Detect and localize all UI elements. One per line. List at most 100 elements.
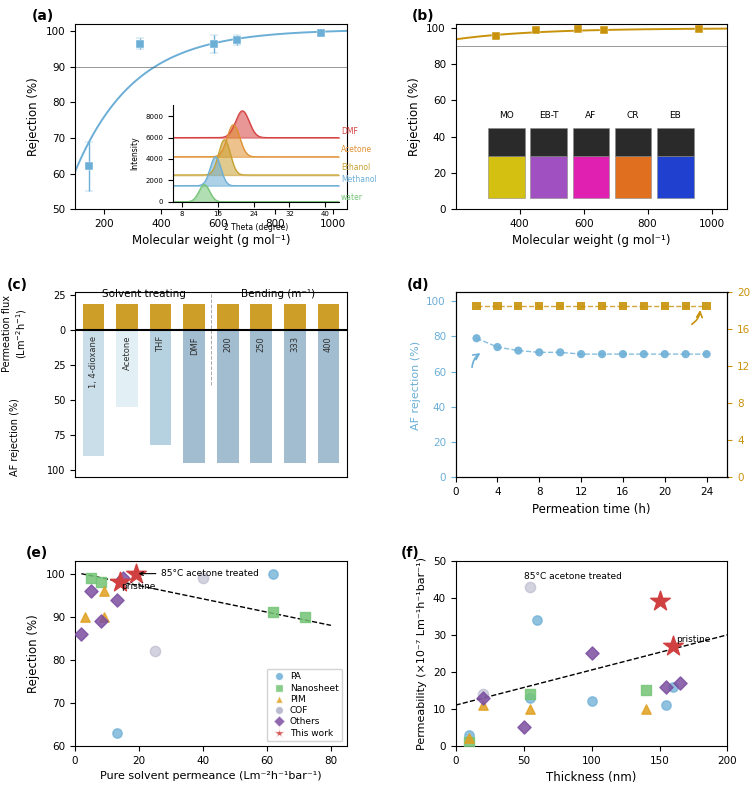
Point: [554, 346, 566, 358]
Text: 200: 200: [224, 336, 232, 351]
Text: 400: 400: [324, 336, 333, 351]
Text: 85°C acetone treated: 85°C acetone treated: [140, 569, 260, 578]
Point: [512, 344, 524, 357]
Point: [658, 348, 670, 361]
Bar: [284, 304, 306, 330]
Point: [524, 691, 536, 704]
Bar: [530, 156, 567, 198]
Y-axis label: AF rejection (%): AF rejection (%): [411, 340, 421, 430]
Point: [531, 614, 543, 626]
Point: [524, 703, 536, 715]
Point: [267, 567, 279, 580]
Point: [267, 606, 279, 619]
Point: [518, 721, 530, 734]
Bar: [572, 128, 609, 156]
Bar: [82, 330, 104, 456]
Point: [94, 576, 106, 589]
Text: (d): (d): [406, 277, 429, 292]
Y-axis label: Rejection (%): Rejection (%): [408, 77, 421, 156]
Y-axis label: Permeability (×10⁻⁷ Lm⁻¹h⁻¹bar⁻¹): Permeability (×10⁻⁷ Lm⁻¹h⁻¹bar⁻¹): [417, 557, 428, 750]
Point: [85, 572, 97, 585]
Point: [658, 300, 670, 313]
Point: [575, 348, 587, 361]
Text: pristine: pristine: [122, 581, 156, 591]
X-axis label: Permeation time (h): Permeation time (h): [532, 503, 651, 516]
Text: THF: THF: [156, 336, 165, 352]
Point: [477, 691, 489, 704]
Bar: [183, 304, 205, 330]
Point: [130, 567, 142, 580]
Point: [674, 677, 686, 690]
Bar: [217, 304, 238, 330]
Point: [110, 727, 122, 739]
Point: [524, 687, 536, 700]
Text: EB-T: EB-T: [539, 111, 559, 120]
Bar: [317, 330, 339, 464]
Y-axis label: Rejection (%): Rejection (%): [27, 614, 40, 693]
Point: [110, 593, 122, 606]
Point: [85, 585, 97, 597]
Point: [491, 300, 503, 313]
Text: Bending (m⁻¹): Bending (m⁻¹): [241, 289, 315, 298]
Bar: [82, 304, 104, 330]
Point: [197, 572, 209, 585]
Text: (f): (f): [401, 546, 420, 560]
Point: [640, 684, 652, 697]
Point: [638, 300, 650, 313]
Point: [76, 627, 88, 640]
Bar: [251, 304, 272, 330]
Point: [700, 300, 712, 313]
Bar: [615, 156, 651, 198]
Text: 85°C acetone treated: 85°C acetone treated: [524, 573, 622, 581]
Point: [660, 699, 672, 711]
Bar: [572, 156, 609, 198]
Point: [117, 572, 129, 585]
Text: (b): (b): [412, 10, 435, 23]
Point: [524, 581, 536, 593]
Text: 333: 333: [290, 336, 299, 352]
Point: [554, 300, 566, 313]
Point: [638, 348, 650, 361]
Bar: [183, 330, 205, 464]
Text: 250: 250: [256, 336, 265, 351]
Bar: [657, 128, 694, 156]
Point: [512, 300, 524, 313]
Point: [586, 695, 598, 708]
Point: [149, 645, 161, 658]
Bar: [530, 128, 567, 156]
Text: AF: AF: [585, 111, 596, 120]
Text: Permeation flux
(Lm$^{-2}$h$^{-1}$): Permeation flux (Lm$^{-2}$h$^{-1}$): [2, 294, 28, 371]
Bar: [317, 304, 339, 330]
Point: [477, 687, 489, 700]
Y-axis label: Rejection (%): Rejection (%): [27, 77, 40, 156]
Point: [596, 300, 608, 313]
Text: Solvent treating: Solvent treating: [102, 289, 186, 298]
Point: [533, 300, 545, 313]
Point: [464, 728, 476, 741]
Bar: [150, 330, 172, 445]
Point: [660, 680, 672, 693]
Point: [79, 610, 91, 623]
Point: [586, 647, 598, 660]
Point: [667, 680, 679, 693]
Bar: [217, 330, 238, 464]
Point: [575, 300, 587, 313]
Text: MO: MO: [500, 111, 514, 120]
Point: [477, 699, 489, 711]
X-axis label: Pure solvent permeance (Lm⁻²h⁻¹bar⁻¹): Pure solvent permeance (Lm⁻²h⁻¹bar⁻¹): [100, 772, 322, 781]
X-axis label: Thickness (nm): Thickness (nm): [546, 772, 637, 784]
Point: [533, 346, 545, 358]
Text: (a): (a): [32, 10, 54, 23]
Point: [114, 576, 126, 589]
Point: [98, 610, 109, 623]
Point: [299, 610, 311, 623]
Point: [464, 732, 476, 745]
Bar: [251, 330, 272, 464]
Bar: [657, 156, 694, 198]
Point: [617, 300, 629, 313]
Point: [700, 348, 712, 361]
Point: [98, 585, 109, 597]
Text: DMF: DMF: [190, 336, 199, 354]
Legend: PA, Nanosheet, PIM, COF, Others, This work: PA, Nanosheet, PIM, COF, Others, This wo…: [266, 669, 342, 741]
Point: [617, 348, 629, 361]
